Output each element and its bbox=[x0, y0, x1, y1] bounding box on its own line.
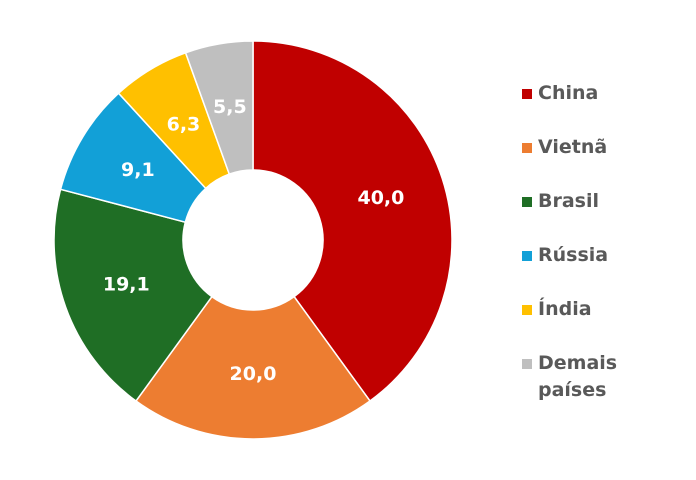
legend-item: Demais países bbox=[520, 350, 630, 404]
legend-item: Índia bbox=[520, 296, 630, 350]
legend-item: Brasil bbox=[520, 188, 630, 242]
slice bbox=[134, 295, 372, 440]
data-label: 20,0 bbox=[230, 363, 277, 385]
data-label: 19,1 bbox=[103, 274, 150, 296]
legend-label: Rússia bbox=[538, 244, 609, 266]
legend-swatch bbox=[522, 143, 532, 153]
legend-swatch bbox=[522, 89, 532, 99]
legend-label: Demais países bbox=[538, 352, 618, 401]
legend-label: Vietnã bbox=[538, 136, 608, 158]
data-label: 6,3 bbox=[167, 113, 201, 135]
legend-item: China bbox=[520, 80, 630, 134]
data-label: 5,5 bbox=[213, 96, 247, 118]
legend-swatch bbox=[522, 359, 532, 369]
legend: China Vietnã Brasil Rússia Índia Demais paíse… bbox=[520, 80, 630, 404]
data-label: 9,1 bbox=[121, 159, 155, 181]
legend-label: Brasil bbox=[538, 190, 600, 212]
slice bbox=[184, 40, 254, 176]
data-label: 40,0 bbox=[357, 187, 404, 209]
legend-swatch bbox=[522, 305, 532, 315]
legend-swatch bbox=[522, 251, 532, 261]
legend-swatch bbox=[522, 197, 532, 207]
legend-label: Índia bbox=[538, 298, 592, 320]
legend-item: Rússia bbox=[520, 242, 630, 296]
slice bbox=[252, 40, 453, 403]
legend-label: China bbox=[538, 82, 599, 104]
slice bbox=[53, 188, 213, 403]
legend-item: Vietnã bbox=[520, 134, 630, 188]
